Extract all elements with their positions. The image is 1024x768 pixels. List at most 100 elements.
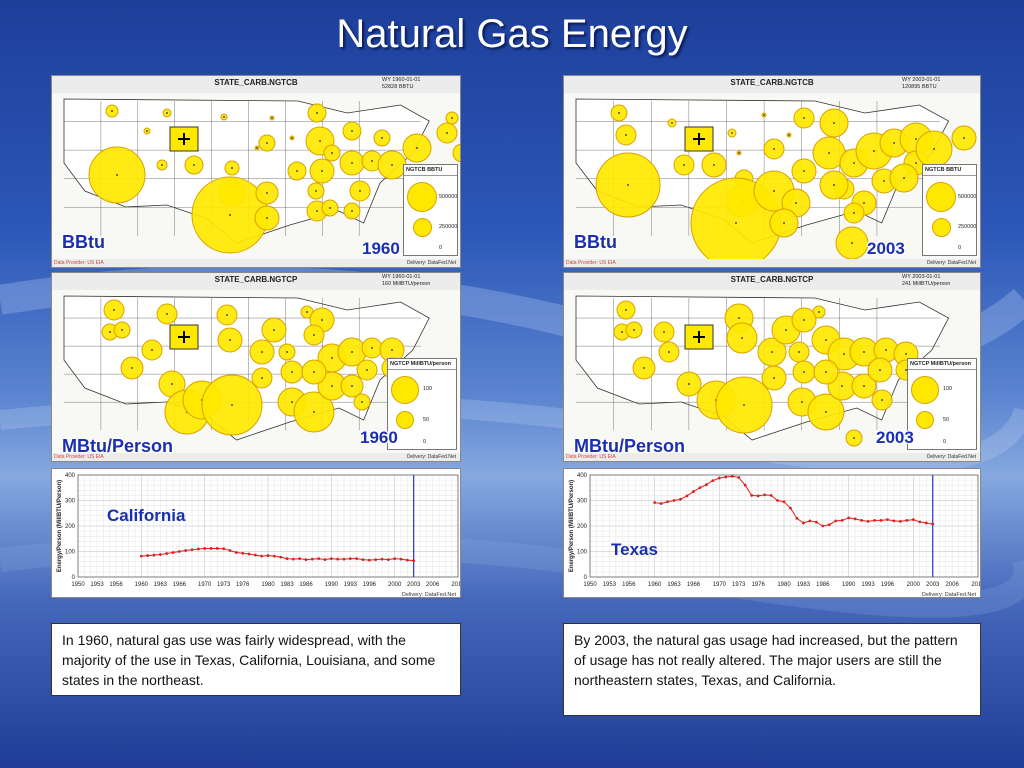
- map-header: STATE_CARB.NGTCP WY 1960-01-01 160 MillBT…: [52, 273, 460, 290]
- data-point: [310, 557, 314, 561]
- state-centroid-dot: [161, 164, 163, 166]
- state-centroid-dot: [785, 329, 787, 331]
- state-centroid-dot: [296, 170, 298, 172]
- state-centroid-dot: [771, 351, 773, 353]
- chart-panel-texas: 0 100 200 300 400 1950 1953 1956 1960 1963 1966 197…: [563, 468, 981, 598]
- selected-state-marker: [169, 126, 199, 152]
- legend-circle-large: [391, 376, 419, 404]
- state-centroid-dot: [915, 138, 917, 140]
- data-point: [724, 475, 728, 479]
- selected-state-marker: [169, 324, 199, 350]
- legend-value: 250000: [958, 224, 977, 230]
- selected-state-marker: [684, 126, 714, 152]
- state-bubble: [452, 143, 460, 163]
- state-centroid-dot: [331, 357, 333, 359]
- x-tick-label: 2003: [407, 582, 421, 588]
- legend-title: NGTCB BBTU: [404, 165, 457, 176]
- data-point: [367, 558, 371, 562]
- state-centroid-dot: [853, 437, 855, 439]
- state-centroid-dot: [671, 122, 673, 124]
- state-centroid-dot: [841, 385, 843, 387]
- map-footer: Data Provider: US EIA Delivery: DataFed.…: [564, 259, 980, 267]
- data-point: [814, 520, 818, 524]
- legend-circle-medium: [396, 411, 414, 429]
- year-label-2003-bottom: 2003: [876, 428, 914, 447]
- state-centroid-dot: [763, 114, 765, 116]
- state-centroid-dot: [798, 351, 800, 353]
- data-point: [323, 558, 327, 562]
- delivery-credit: Delivery: DataFed.Net: [406, 454, 456, 460]
- x-tick-label: 1970: [198, 582, 212, 588]
- state-centroid-dot: [451, 117, 453, 119]
- map-variable-title: STATE_CARB.NGTCP: [730, 275, 814, 284]
- plot-frame: [77, 474, 459, 578]
- data-point: [672, 499, 676, 502]
- y-axis-label: Energy/Person (MillBTU/Person): [57, 480, 63, 572]
- data-point: [931, 522, 935, 526]
- x-tick-label: 1963: [154, 582, 168, 588]
- map-panel-mbtu-1960: STATE_CARB.NGTCP WY 1960-01-01 160 MillBT…: [51, 272, 461, 462]
- legend-value: 0: [958, 245, 962, 251]
- data-point: [380, 557, 384, 561]
- data-point: [853, 517, 857, 521]
- state-centroid-dot: [229, 339, 231, 341]
- x-tick-label: 2010: [451, 582, 461, 588]
- state-centroid-dot: [231, 404, 233, 406]
- map-legend: NGTCP MillBTU/person 100 50 0: [387, 358, 457, 450]
- data-provider: Data Provider: US EIA: [566, 260, 616, 266]
- data-point: [679, 497, 682, 501]
- state-centroid-dot: [903, 177, 905, 179]
- state-centroid-dot: [316, 112, 318, 114]
- state-centroid-dot: [863, 351, 865, 353]
- y-tick-label: 400: [65, 473, 76, 479]
- x-tick-label: 1953: [90, 582, 104, 588]
- state-centroid-dot: [625, 134, 627, 136]
- y-tick-label: 200: [577, 524, 588, 530]
- x-tick-label: 1990: [842, 582, 856, 588]
- data-point: [228, 549, 232, 552]
- x-tick-label: 2010: [971, 582, 981, 588]
- state-centroid-dot: [881, 399, 883, 401]
- data-point: [171, 551, 175, 554]
- year-label-1960-top: 1960: [362, 239, 400, 258]
- legend-circle-medium: [932, 218, 951, 237]
- state-centroid-dot: [803, 117, 805, 119]
- state-centroid-dot: [371, 160, 373, 162]
- data-point: [361, 558, 365, 562]
- series-line: [141, 547, 414, 562]
- y-tick-label: 0: [584, 575, 588, 581]
- state-centroid-dot: [801, 401, 803, 403]
- legend-value: 0: [439, 245, 443, 251]
- y-axis-label: Energy/Person (MillBTU/Person): [569, 480, 575, 572]
- series-line: [654, 475, 933, 527]
- data-point: [879, 518, 883, 522]
- data-point: [298, 557, 302, 561]
- data-point: [291, 557, 295, 561]
- x-tick-label: 1996: [363, 582, 377, 588]
- state-centroid-dot: [893, 142, 895, 144]
- state-centroid-dot: [351, 130, 353, 132]
- state-centroid-dot: [131, 367, 133, 369]
- data-point: [717, 476, 721, 480]
- x-tick-label: 1960: [135, 582, 149, 588]
- data-point: [685, 494, 689, 498]
- x-tick-label: 1986: [816, 582, 830, 588]
- map-footer: Data Provider: US EIA Delivery: DataFed.…: [564, 453, 980, 461]
- legend-value: 100: [423, 386, 433, 392]
- note-2003: By 2003, the natural gas usage had incre…: [563, 623, 981, 716]
- data-point: [756, 494, 760, 498]
- slide-title: Natural Gas Energy: [336, 12, 688, 56]
- map-variable-title: STATE_CARB.NGTCP: [214, 275, 298, 284]
- us-map: [575, 295, 950, 447]
- state-centroid-dot: [261, 351, 263, 353]
- legend-circle-medium: [413, 218, 432, 237]
- state-centroid-dot: [663, 331, 665, 333]
- year-label-1960-bottom: 1960: [360, 428, 398, 447]
- map-variable-title: STATE_CARB.NGTCB: [730, 78, 814, 87]
- data-point: [743, 483, 747, 487]
- state-centroid-dot: [321, 319, 323, 321]
- state-centroid-dot: [773, 148, 775, 150]
- us-map: [63, 295, 430, 441]
- data-point: [304, 558, 308, 562]
- state-centroid-dot: [627, 184, 629, 186]
